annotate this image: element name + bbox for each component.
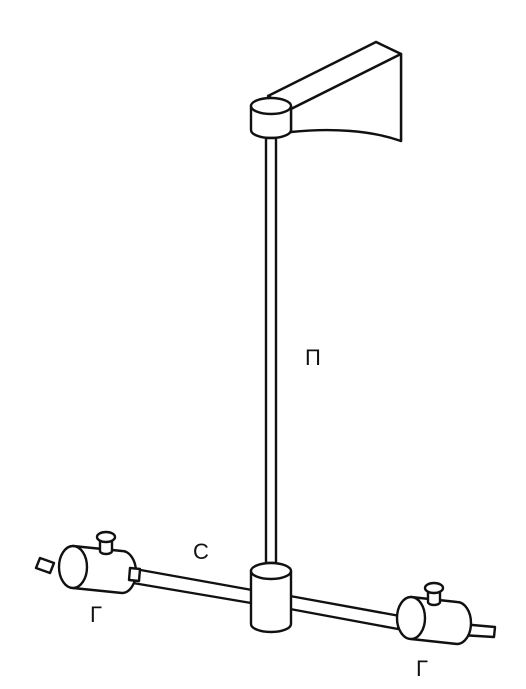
weight-left <box>57 530 142 595</box>
weight-right <box>395 581 473 646</box>
label-weight-right: Г <box>416 656 428 681</box>
central-hub <box>249 561 293 634</box>
label-rod: С <box>193 539 209 564</box>
thread <box>264 136 278 565</box>
top-clamp <box>249 96 293 140</box>
label-thread: П <box>305 345 321 370</box>
label-weight-left: Г <box>90 602 102 627</box>
